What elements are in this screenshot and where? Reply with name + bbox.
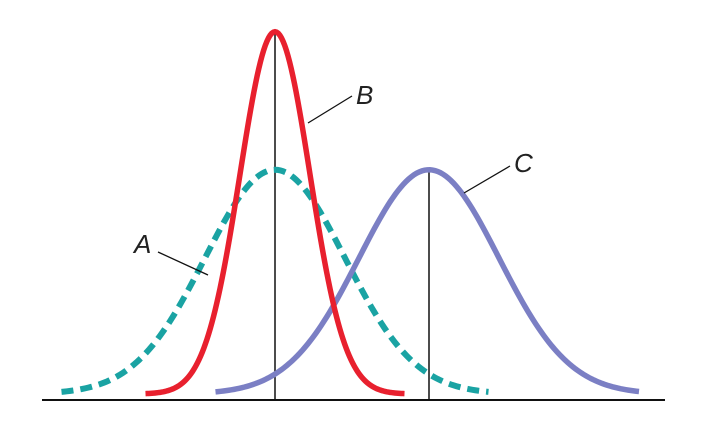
curve-label-c: C [514,148,533,178]
curve-b [145,28,405,397]
curve-c [215,167,640,395]
label-leaders [157,95,511,276]
curve-label-b: B [356,80,373,110]
curve-label-a: A [132,229,151,259]
mean-lines [274,31,430,400]
curve-a [61,166,489,395]
leader-line-a [157,251,209,276]
leader-line-c [463,165,511,194]
leader-line-b [307,95,353,124]
curves [61,28,640,397]
curve-labels: A B C [132,80,533,259]
